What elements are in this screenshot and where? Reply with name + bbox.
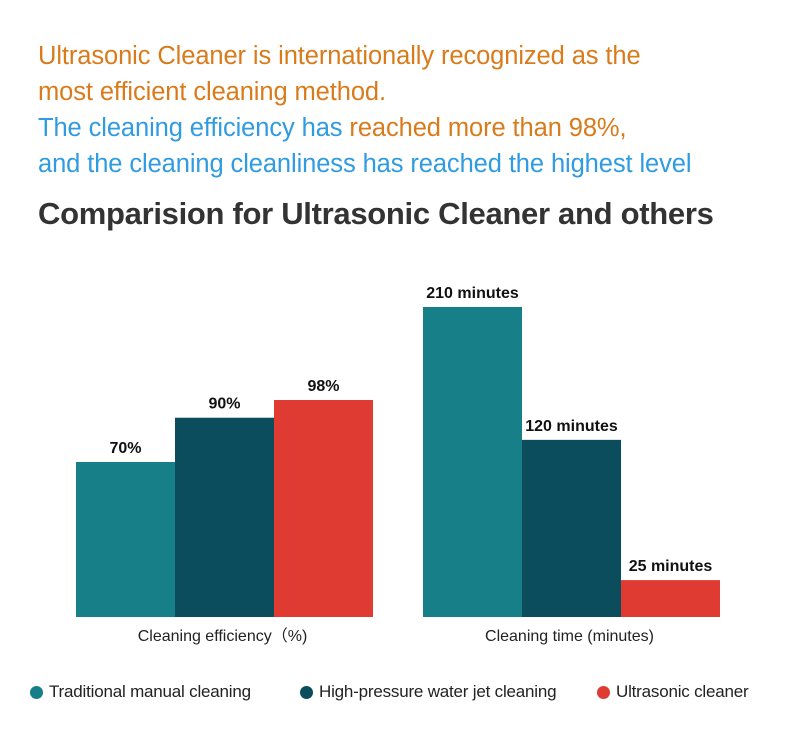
chart-legend: Traditional manual cleaning High-pressur…	[30, 682, 780, 706]
legend-item-high-pressure: High-pressure water jet cleaning	[300, 682, 557, 702]
data-label-time-ultrasonic: 25 minutes	[629, 558, 713, 575]
legend-label-traditional: Traditional manual cleaning	[49, 682, 251, 701]
legend-swatch-ultrasonic	[597, 685, 610, 699]
intro-line-1: Ultrasonic Cleaner is internationally re…	[38, 42, 641, 70]
legend-label-high-pressure: High-pressure water jet cleaning	[319, 682, 557, 701]
legend-swatch-high-pressure	[300, 685, 313, 699]
data-label-time-traditional: 210 minutes	[426, 285, 519, 302]
data-label-efficiency-high-pressure: 90%	[208, 396, 240, 413]
data-label-efficiency-ultrasonic: 98%	[307, 378, 339, 395]
intro-text: Ultrasonic Cleaner is internationally re…	[38, 38, 778, 182]
intro-line-4: and the cleaning cleanliness has reached…	[38, 150, 692, 178]
bar-efficiency-high-pressure	[175, 417, 274, 617]
data-label-efficiency-traditional: 70%	[109, 440, 141, 457]
legend-label-ultrasonic: Ultrasonic cleaner	[616, 682, 749, 701]
x-axis-label-time: Cleaning time (minutes)	[485, 628, 654, 645]
x-axis-label-efficiency: Cleaning efficiency（%)	[138, 627, 308, 645]
chart-heading: Comparision for Ultrasonic Cleaner and o…	[38, 196, 714, 231]
intro-line-3-part-b: reached more than 98%,	[349, 114, 627, 142]
intro-line-3-part-a: The cleaning efficiency has	[38, 114, 350, 142]
legend-item-ultrasonic: Ultrasonic cleaner	[597, 682, 749, 702]
bar-efficiency-traditional	[76, 462, 175, 617]
intro-line-3: The cleaning efficiency has reached more…	[38, 110, 778, 146]
bar-time-traditional	[423, 307, 522, 617]
intro-line-2: most efficient cleaning method.	[38, 78, 386, 106]
bar-time-high-pressure	[522, 439, 621, 617]
bar-time-ultrasonic	[621, 580, 720, 617]
data-label-time-high-pressure: 120 minutes	[525, 418, 618, 435]
legend-swatch-traditional	[30, 685, 43, 699]
bar-efficiency-ultrasonic	[274, 400, 373, 617]
legend-item-traditional: Traditional manual cleaning	[30, 682, 251, 702]
